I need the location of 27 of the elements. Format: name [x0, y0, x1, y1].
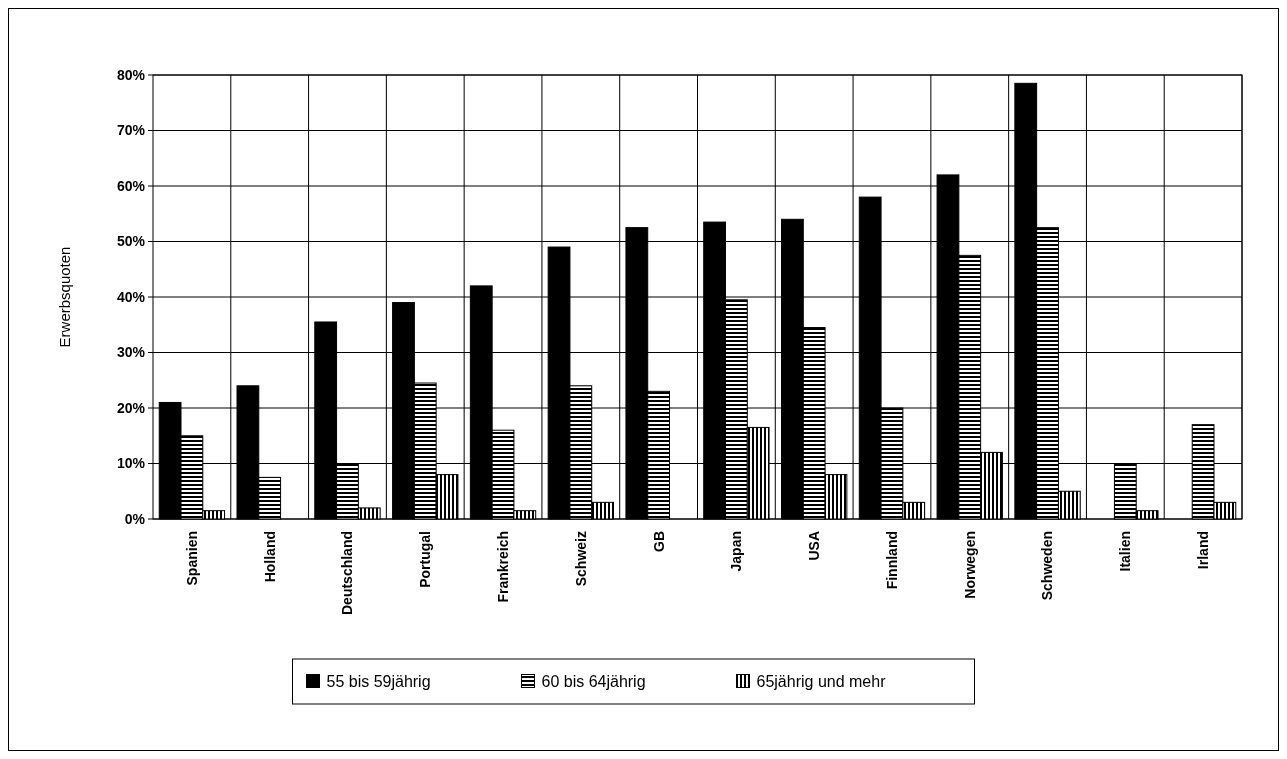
x-tick-label: Spanien	[183, 531, 200, 586]
y-tick-label: 80%	[116, 66, 146, 83]
y-tick-label: 60%	[116, 177, 146, 194]
y-tick-label: 30%	[116, 344, 146, 361]
y-tick-label: 0%	[124, 510, 146, 527]
x-tick-label: Finnland	[883, 531, 900, 590]
x-tick-label: Holland	[261, 531, 278, 583]
x-tick-label: Schweden	[1039, 531, 1056, 601]
x-tick-label: Japan	[728, 531, 745, 572]
legend-label: 60 bis 64jährig	[541, 673, 646, 691]
x-tick-label: GB	[650, 531, 667, 552]
x-tick-label: Italien	[1117, 531, 1134, 572]
x-tick-label: USA	[806, 531, 823, 561]
x-tick-label: Portugal	[417, 531, 434, 588]
y-tick-label: 10%	[116, 455, 146, 472]
legend-label: 65jährig und mehr	[756, 673, 887, 691]
legend-label: 55 bis 59jährig	[326, 673, 431, 691]
x-tick-label: Frankreich	[494, 531, 511, 603]
y-tick-label: 70%	[116, 122, 146, 139]
y-tick-label: 50%	[116, 233, 146, 250]
x-tick-label: Norwegen	[961, 531, 978, 599]
x-tick-label: Irland	[1195, 531, 1212, 570]
y-tick-label: 20%	[116, 399, 146, 416]
x-tick-label: Schweiz	[572, 531, 589, 587]
y-tick-label: 40%	[116, 288, 146, 305]
x-tick-label: Deutschland	[339, 531, 356, 616]
y-axis-title: Erwerbsquoten	[56, 246, 73, 348]
